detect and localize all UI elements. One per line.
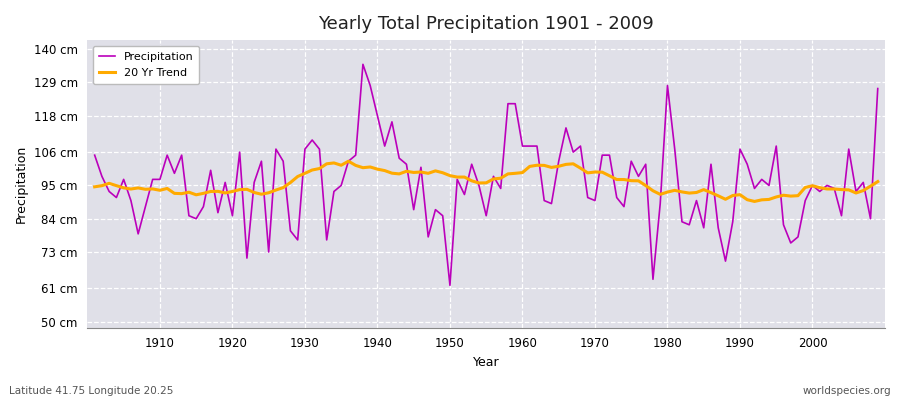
Precipitation <box>618 204 629 209</box>
Line: Precipitation: Precipitation <box>94 64 878 285</box>
Precipitation <box>148 177 158 182</box>
Precipitation <box>445 283 455 288</box>
Y-axis label: Precipitation: Precipitation <box>15 145 28 223</box>
Legend: Precipitation, 20 Yr Trend: Precipitation, 20 Yr Trend <box>93 46 200 84</box>
20 Yr Trend <box>89 184 100 189</box>
Precipitation <box>350 153 361 158</box>
Precipitation <box>872 86 883 91</box>
20 Yr Trend <box>872 179 883 184</box>
20 Yr Trend <box>307 168 318 172</box>
Title: Yearly Total Precipitation 1901 - 2009: Yearly Total Precipitation 1901 - 2009 <box>319 15 654 33</box>
20 Yr Trend <box>343 159 354 164</box>
Precipitation <box>357 62 368 67</box>
20 Yr Trend <box>518 170 528 175</box>
Precipitation <box>307 138 318 142</box>
20 Yr Trend <box>525 164 535 169</box>
Precipitation <box>89 153 100 158</box>
Precipitation <box>532 144 543 148</box>
20 Yr Trend <box>611 177 622 182</box>
Text: worldspecies.org: worldspecies.org <box>803 386 891 396</box>
X-axis label: Year: Year <box>472 356 500 369</box>
Line: 20 Yr Trend: 20 Yr Trend <box>94 161 878 202</box>
20 Yr Trend <box>357 165 368 170</box>
20 Yr Trend <box>148 186 158 191</box>
Text: Latitude 41.75 Longitude 20.25: Latitude 41.75 Longitude 20.25 <box>9 386 174 396</box>
20 Yr Trend <box>749 199 760 204</box>
Precipitation <box>525 144 535 148</box>
